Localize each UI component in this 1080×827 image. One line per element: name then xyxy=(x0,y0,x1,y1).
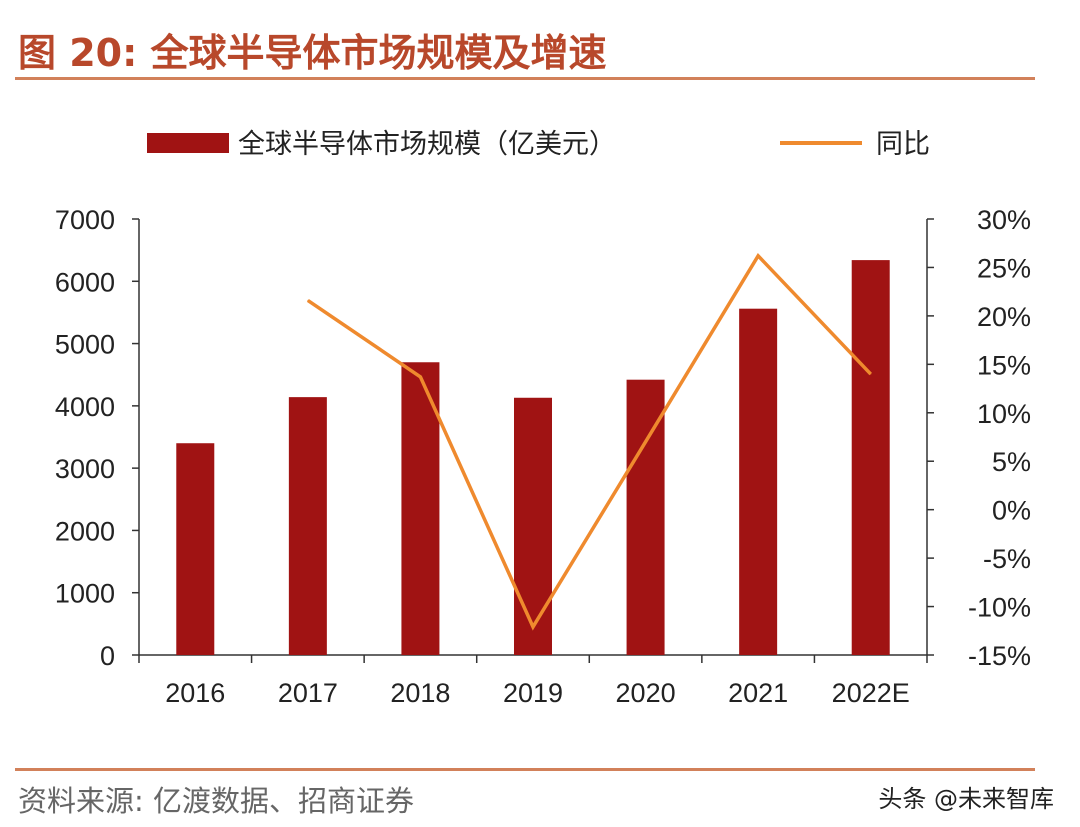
x-tick-label: 2021 xyxy=(728,678,788,708)
watermark: 头条 @未来智库 xyxy=(878,785,1054,813)
yoy-point-2017 xyxy=(307,299,309,301)
left-tick-label: 7000 xyxy=(55,205,115,235)
yoy-point-2019 xyxy=(532,626,534,628)
right-tick-label: -5% xyxy=(983,544,1031,574)
x-tick-label: 2019 xyxy=(503,678,563,708)
line-series xyxy=(306,252,872,631)
right-tick-label: 10% xyxy=(977,399,1031,429)
bar-2021 xyxy=(739,308,778,655)
yoy-point-2021 xyxy=(757,255,759,257)
left-tick-label: 4000 xyxy=(55,392,115,422)
yoy-growth-line xyxy=(306,252,872,631)
source-rule xyxy=(15,768,1035,771)
bar-2018 xyxy=(401,362,440,655)
x-tick-label: 2020 xyxy=(616,678,676,708)
right-tick-label: 20% xyxy=(977,302,1031,332)
yoy-point-2020 xyxy=(645,441,647,443)
left-tick-label: 0 xyxy=(100,641,115,671)
right-tick-label: 25% xyxy=(977,253,1031,283)
legend-bar-swatch xyxy=(147,133,229,153)
legend-bar-label: 全球半导体市场规模（亿美元） xyxy=(238,129,616,160)
x-axis: 2016 2017 2018 2019 2020 2021 2022E xyxy=(138,654,928,708)
right-tick-label: 5% xyxy=(992,447,1031,477)
bar-2016 xyxy=(176,443,215,655)
x-tick-label: 2018 xyxy=(390,678,450,708)
left-tick-label: 6000 xyxy=(55,267,115,297)
right-tick-label: -15% xyxy=(968,641,1031,671)
yoy-point-2018 xyxy=(419,376,421,378)
source-note: 资料来源: 亿渡数据、招商证券 xyxy=(18,784,414,818)
right-tick-label: -10% xyxy=(968,593,1031,623)
yoy-point-2022E xyxy=(870,373,872,375)
left-tick-label: 3000 xyxy=(55,454,115,484)
right-tick-label: 15% xyxy=(977,350,1031,380)
legend: 全球半导体市场规模（亿美元） 同比 xyxy=(147,129,930,160)
right-axis: -15% -10% -5% 0% 5% 10% 15% 20% 25% 30% xyxy=(926,205,1031,671)
x-tick-label: 2017 xyxy=(278,678,338,708)
legend-line-label: 同比 xyxy=(876,129,930,160)
chart: 全球半导体市场规模（亿美元） 同比 0 1000 2000 3000 4000 5000 60… xyxy=(55,129,1031,708)
left-tick-label: 2000 xyxy=(55,516,115,546)
x-tick-label: 2016 xyxy=(165,678,225,708)
left-axis: 0 1000 2000 3000 4000 5000 6000 7000 xyxy=(55,205,140,671)
right-tick-label: 0% xyxy=(992,496,1031,526)
bar-2019 xyxy=(514,397,552,655)
figure-title: 图 20: 全球半导体市场规模及增速 xyxy=(18,31,607,75)
right-tick-label: 30% xyxy=(977,205,1031,235)
bar-2017 xyxy=(288,397,327,655)
bar-2022E xyxy=(851,260,890,655)
bar-2020 xyxy=(626,379,665,655)
title-rule xyxy=(15,77,1035,80)
left-tick-label: 5000 xyxy=(55,330,115,360)
bar-series xyxy=(176,260,890,655)
left-tick-label: 1000 xyxy=(55,579,115,609)
x-tick-label: 2022E xyxy=(832,678,910,708)
